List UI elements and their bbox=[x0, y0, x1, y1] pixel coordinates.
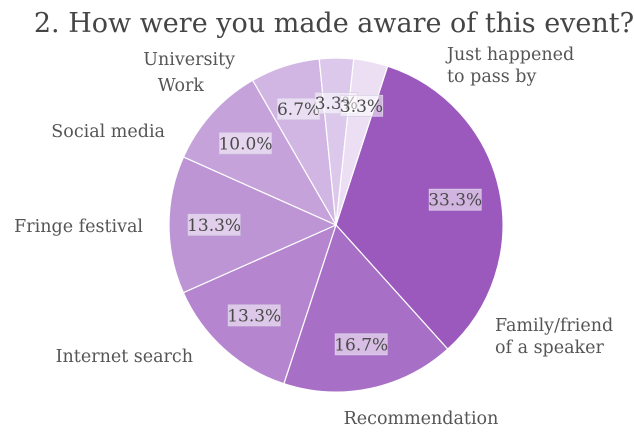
percent-label-fringe-festival: 10.0% bbox=[218, 132, 273, 155]
category-label-fringe-festival: Fringe festival bbox=[14, 217, 143, 237]
percent-label-box bbox=[187, 213, 241, 236]
percent-label-box bbox=[428, 188, 482, 211]
percent-label-text: 13.3% bbox=[227, 306, 281, 326]
percent-label-university: 3.3% bbox=[339, 94, 384, 117]
chart-title: 2. How were you made aware of this event… bbox=[34, 8, 634, 39]
category-label-family-friend-of-a-speaker: Family/friend of a speaker bbox=[495, 316, 613, 358]
percent-label-social-media: 6.7% bbox=[277, 98, 320, 120]
category-label-work: Work bbox=[158, 76, 205, 96]
percent-label-box bbox=[334, 333, 388, 356]
percent-label-text: 6.7% bbox=[277, 100, 320, 120]
category-label-just-happened-to-pass-by: Just happened to pass by bbox=[445, 45, 574, 87]
category-label-social-media: Social media bbox=[51, 122, 165, 142]
percent-labels: 33.3%16.7%13.3%13.3%10.0%6.7%3.3%3.3% bbox=[187, 92, 482, 356]
pie-slice-just-happened-to-pass-by bbox=[335, 65, 504, 350]
percent-label-internet-search: 13.3% bbox=[187, 213, 241, 236]
pie-slice-internet-search bbox=[168, 156, 338, 294]
percent-label-text: 13.3% bbox=[187, 216, 241, 236]
percent-label-box bbox=[219, 132, 272, 155]
percent-label-family-friend-of-a-speaker: 16.7% bbox=[334, 333, 388, 356]
category-label-university: University bbox=[143, 50, 235, 70]
pie-slice-family-friend-of-a-speaker bbox=[283, 223, 449, 393]
pie-slice-recommendation bbox=[182, 223, 337, 385]
percent-label-text: 10.0% bbox=[218, 134, 272, 154]
percent-label-just-happened-to-pass-by: 33.3% bbox=[428, 188, 482, 211]
percent-label-box bbox=[227, 304, 281, 327]
percent-label-recommendation: 13.3% bbox=[227, 304, 281, 327]
category-label-recommendation: Recommendation bbox=[344, 409, 499, 429]
category-labels: Just happened to pass by Family/friend of a… bbox=[14, 45, 613, 429]
percent-label-box bbox=[339, 94, 384, 117]
category-label-internet-search: Internet search bbox=[56, 347, 193, 367]
percent-label-text: 33.3% bbox=[428, 191, 482, 211]
percent-label-text: 16.7% bbox=[334, 335, 388, 355]
percent-label-text: 3.3% bbox=[340, 97, 383, 117]
